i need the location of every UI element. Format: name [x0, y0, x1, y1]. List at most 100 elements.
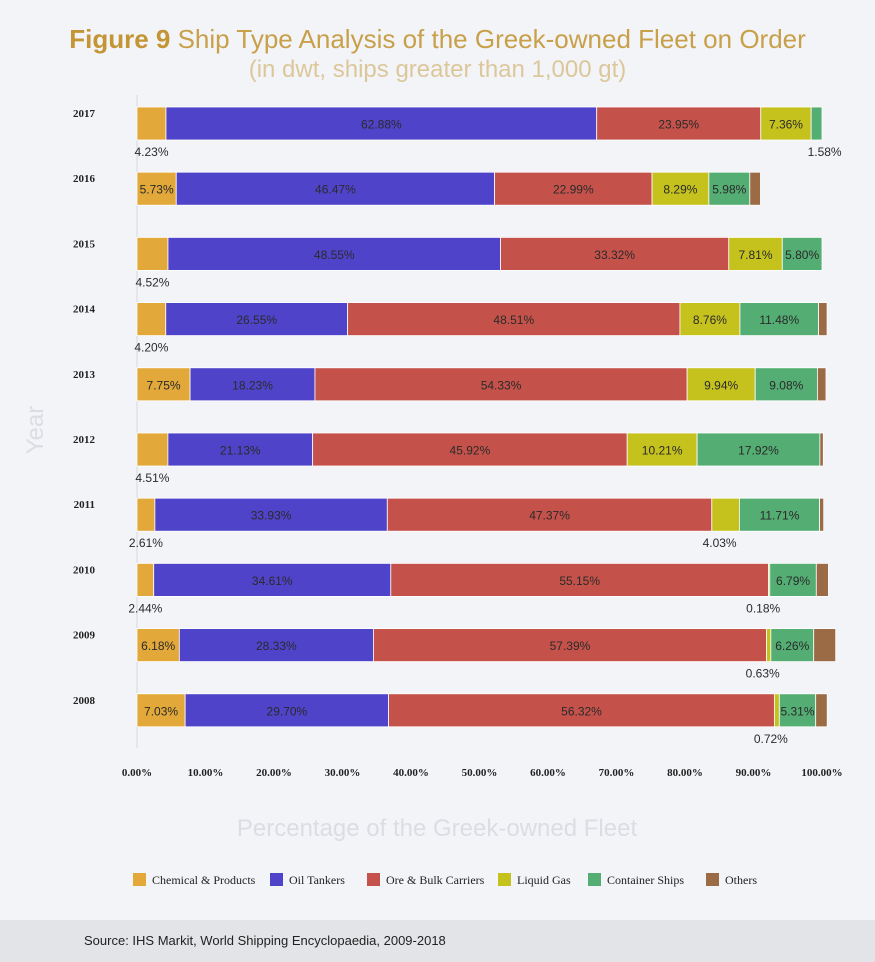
data-label: 5.31%	[780, 704, 814, 718]
bar-segment	[136, 367, 191, 402]
category-label: 2016	[73, 173, 96, 185]
data-label: 7.75%	[147, 378, 181, 392]
bar-segment	[778, 693, 817, 728]
bar-segment	[728, 236, 783, 271]
bar-segment	[347, 302, 681, 337]
data-label: 45.92%	[450, 444, 491, 458]
x-tick-label: 50.00%	[462, 767, 498, 779]
data-label: 6.18%	[141, 639, 175, 653]
bar-segment	[136, 236, 169, 271]
bar-segment	[686, 367, 756, 402]
x-tick-label: 60.00%	[530, 767, 566, 779]
bar-segment	[189, 367, 316, 402]
data-label: 56.32%	[561, 704, 602, 718]
chart-title: Figure 9 Ship Type Analysis of the Greek…	[0, 24, 875, 55]
x-tick-label: 70.00%	[599, 767, 635, 779]
category-label: 2017	[73, 108, 96, 120]
data-label: 6.26%	[775, 639, 809, 653]
x-tick-label: 80.00%	[667, 767, 703, 779]
legend-swatch	[588, 873, 601, 886]
bar-segment	[813, 628, 837, 662]
bar-segment	[153, 563, 392, 597]
data-label: 7.36%	[769, 118, 803, 132]
category-label: 2010	[73, 564, 96, 576]
x-tick-label: 40.00%	[393, 767, 429, 779]
data-label: 11.48%	[759, 313, 799, 327]
x-tick-label: 10.00%	[188, 767, 224, 779]
bar-segment	[626, 432, 698, 467]
category-label: 2008	[73, 695, 96, 707]
source-text: Source: IHS Markit, World Shipping Encyc…	[84, 933, 446, 948]
footer: Source: IHS Markit, World Shipping Encyc…	[0, 920, 875, 962]
data-label: 46.47%	[315, 183, 356, 197]
data-label: 17.92%	[738, 444, 779, 458]
bar-segment	[596, 106, 762, 141]
bar-segment	[136, 563, 155, 597]
data-label: 23.95%	[658, 118, 699, 132]
y-axis-title: Year	[22, 406, 49, 455]
bar-segment	[314, 367, 688, 402]
bar-segment	[679, 302, 741, 337]
data-label: 0.72%	[754, 732, 788, 746]
data-label: 5.80%	[785, 248, 819, 262]
data-label: 2.44%	[128, 601, 162, 615]
bar-segment	[136, 497, 156, 532]
data-label: 33.32%	[594, 248, 635, 262]
bar-segment	[154, 497, 388, 532]
legend-label: Liquid Gas	[517, 873, 571, 887]
bar-segment	[175, 171, 495, 206]
bar-segment	[754, 367, 818, 402]
bar-segment	[696, 432, 821, 467]
bar-segment	[136, 106, 167, 141]
bar-chart: Year Percentage of the Greek-owned Fleet 0…	[22, 95, 843, 887]
bar-segment	[390, 563, 769, 597]
legend-label: Container Ships	[607, 873, 684, 887]
data-label: 62.88%	[361, 118, 402, 132]
data-label: 1.58%	[808, 145, 842, 159]
bar-segment	[760, 106, 812, 141]
bar-segment	[818, 302, 828, 337]
category-label: 2015	[73, 238, 96, 250]
data-label: 7.03%	[144, 704, 178, 718]
bar-segment	[312, 432, 628, 467]
data-label: 29.70%	[267, 704, 308, 718]
bar-segment	[167, 236, 501, 271]
data-label: 18.23%	[232, 378, 273, 392]
data-label: 21.13%	[220, 444, 261, 458]
legend-label: Ore & Bulk Carriers	[386, 873, 485, 887]
legend-label: Others	[725, 873, 757, 887]
bar-segment	[773, 693, 780, 728]
data-label: 10.21%	[642, 444, 683, 458]
bar-segment	[136, 171, 177, 206]
bar-segment	[708, 171, 751, 206]
bar-segment	[178, 628, 374, 662]
x-tick-label: 20.00%	[256, 767, 292, 779]
bar-segment	[165, 302, 349, 337]
data-label: 9.94%	[704, 378, 738, 392]
data-label: 4.51%	[135, 471, 169, 485]
data-label: 5.73%	[140, 183, 174, 197]
bar-segment	[817, 367, 827, 402]
data-label: 47.37%	[529, 509, 570, 523]
data-label: 4.03%	[703, 536, 737, 550]
bar-segment	[136, 302, 167, 337]
data-label: 55.15%	[559, 574, 600, 588]
data-label: 34.61%	[252, 574, 293, 588]
data-label: 26.55%	[236, 313, 277, 327]
category-label: 2009	[73, 630, 96, 642]
x-tick-label: 0.00%	[122, 767, 152, 779]
bar-segment	[738, 497, 821, 532]
title-text: Ship Type Analysis of the Greek-owned Fl…	[170, 24, 806, 54]
bar-segment	[769, 563, 817, 597]
bar-segment	[386, 497, 713, 532]
bar-segment	[810, 106, 823, 141]
legend-swatch	[367, 873, 380, 886]
data-label: 8.76%	[693, 313, 727, 327]
data-label: 9.08%	[769, 378, 803, 392]
category-label: 2014	[73, 304, 96, 316]
bar-segment	[749, 171, 761, 206]
data-label: 5.98%	[712, 183, 746, 197]
bar-segment	[815, 563, 829, 597]
legend-swatch	[270, 873, 283, 886]
chart-subtitle: (in dwt, ships greater than 1,000 gt)	[248, 56, 627, 83]
